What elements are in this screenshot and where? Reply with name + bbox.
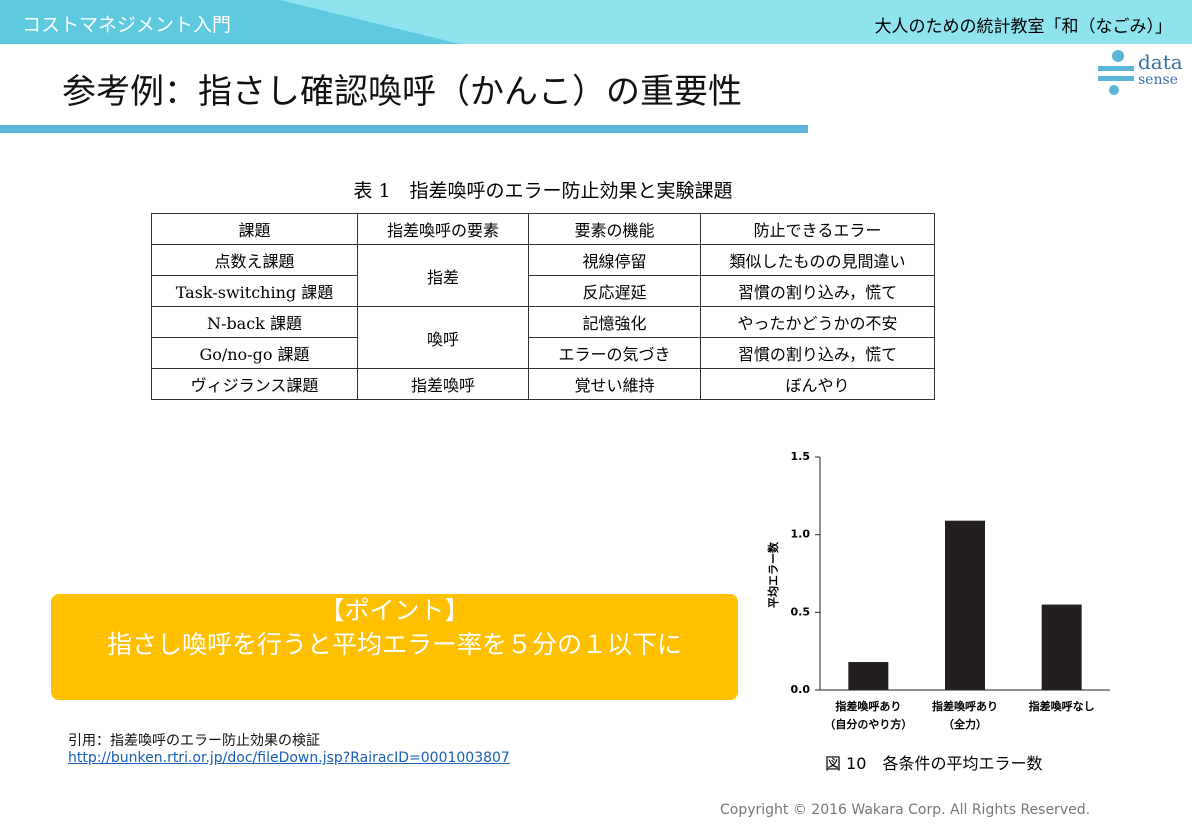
- cell: 視線停留: [528, 244, 701, 276]
- y-tick-label: 0.0: [791, 683, 811, 696]
- cell: 反応遅延: [528, 275, 701, 307]
- title-rule: [0, 125, 808, 133]
- slide-title: 参考例：指さし確認喚呼（かんこ）の重要性: [62, 72, 742, 112]
- header-cell: 課題: [151, 213, 358, 245]
- cell: エラーの気づき: [528, 337, 701, 369]
- logo-icon: [1098, 50, 1134, 95]
- point-box: 【ポイント】 指さし喚呼を行うと平均エラー率を５分の１以下に: [51, 594, 738, 700]
- cell: 点数え課題: [151, 244, 358, 276]
- cell: Go/no-go 課題: [151, 337, 358, 369]
- cell: N-back 課題: [151, 306, 358, 338]
- chart: 平均エラー数 0.0 0.5 1.0 1.5: [766, 450, 1110, 696]
- course-name: コストマネジメント入門: [22, 14, 232, 36]
- cell: 指差喚呼: [357, 368, 529, 400]
- cell: Task-switching 課題: [151, 275, 358, 307]
- school-name: 大人のための統計教室「和（なごみ）」: [874, 17, 1173, 37]
- cell: 指差: [357, 244, 529, 307]
- logo-text: sense: [1138, 72, 1178, 88]
- citation-link[interactable]: http://bunken.rtri.or.jp/doc/fileDown.js…: [68, 750, 510, 766]
- x-tick-label: 指差喚呼あり （自分のやり方）: [824, 700, 913, 731]
- point-text: 指さし喚呼を行うと平均エラー率を５分の１以下に: [106, 630, 682, 659]
- cell: 覚せい維持: [528, 368, 701, 400]
- x-tick-label: 指差喚呼なし: [1028, 700, 1095, 713]
- bar: [945, 520, 985, 690]
- logo-text: data: [1138, 50, 1183, 74]
- cell: 記憶強化: [528, 306, 701, 338]
- table: 課題 指差喚呼の要素 要素の機能 防止できるエラー 点数え課題 指差 視線停留 類似したもの…: [151, 213, 935, 400]
- y-tick-label: 1.0: [791, 528, 811, 541]
- bar: [1041, 604, 1082, 690]
- y-tick-label: 1.5: [791, 450, 811, 463]
- cell: やったかどうかの不安: [700, 306, 935, 338]
- cell: ヴィジランス課題: [151, 368, 358, 400]
- citation: 引用：指差喚呼のエラー防止効果の検証: [68, 733, 320, 749]
- cell: 類似したものの見間違い: [700, 244, 935, 276]
- y-axis-label: 平均エラー数: [766, 541, 780, 608]
- cell: ぼんやり: [700, 368, 935, 400]
- copyright: Copyright © 2016 Wakara Corp. All Rights…: [720, 802, 1091, 818]
- header-cell: 防止できるエラー: [700, 213, 935, 245]
- bar: [848, 662, 889, 690]
- point-heading: 【ポイント】: [319, 596, 470, 625]
- cell: 喚呼: [357, 306, 529, 369]
- cell: 習慣の割り込み，慌て: [700, 275, 935, 307]
- header-cell: 要素の機能: [528, 213, 701, 245]
- header-cell: 指差喚呼の要素: [357, 213, 529, 245]
- table-caption: 表 1 指差喚呼のエラー防止効果と実験課題: [353, 180, 733, 202]
- y-tick-label: 0.5: [791, 605, 811, 618]
- x-tick-label: 指差喚呼あり （全力）: [932, 700, 998, 731]
- chart-caption: 図 10 各条件の平均エラー数: [825, 754, 1043, 773]
- cell: 習慣の割り込み，慌て: [700, 337, 935, 369]
